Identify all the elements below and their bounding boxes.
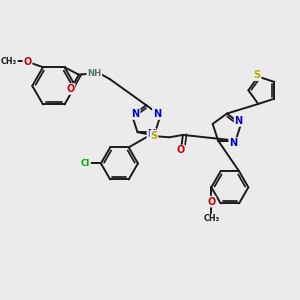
Text: N: N <box>132 109 140 119</box>
Text: N: N <box>153 109 161 119</box>
Text: O: O <box>176 146 184 155</box>
Text: Cl: Cl <box>81 159 90 168</box>
Text: N: N <box>229 138 237 148</box>
Text: N: N <box>235 116 243 126</box>
Text: O: O <box>23 57 32 67</box>
Text: O: O <box>207 196 215 207</box>
Text: S: S <box>254 70 261 80</box>
Text: O: O <box>66 84 75 94</box>
Text: NH: NH <box>87 69 101 78</box>
Text: S: S <box>150 131 158 141</box>
Text: CH₃: CH₃ <box>203 214 219 224</box>
Text: CH₃: CH₃ <box>1 57 17 66</box>
Text: N: N <box>147 129 155 139</box>
